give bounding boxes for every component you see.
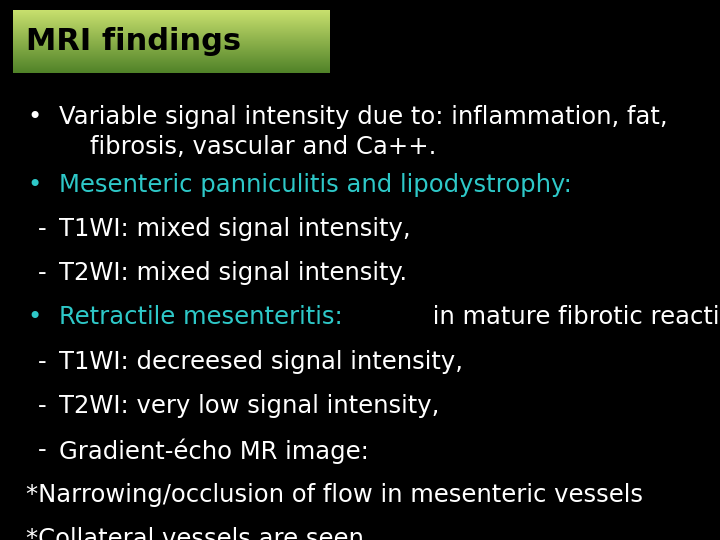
Text: -: - xyxy=(37,438,46,462)
Text: T1WI: mixed signal intensity,: T1WI: mixed signal intensity, xyxy=(59,217,410,241)
Text: *Narrowing/occlusion of flow in mesenteric vessels: *Narrowing/occlusion of flow in mesenter… xyxy=(26,483,643,507)
Text: •: • xyxy=(27,173,42,197)
Text: -: - xyxy=(37,261,46,285)
Text: -: - xyxy=(37,394,46,418)
Text: T2WI: mixed signal intensity.: T2WI: mixed signal intensity. xyxy=(59,261,408,285)
Text: Retractile mesenteritis:: Retractile mesenteritis: xyxy=(59,306,343,329)
Text: T2WI: very low signal intensity,: T2WI: very low signal intensity, xyxy=(59,394,439,418)
Text: T1WI: decreesed signal intensity,: T1WI: decreesed signal intensity, xyxy=(59,350,463,374)
Text: MRI findings: MRI findings xyxy=(26,28,241,56)
Text: Gradient-écho MR image:: Gradient-écho MR image: xyxy=(59,438,369,464)
Text: -: - xyxy=(37,217,46,241)
Text: Mesenteric panniculitis and lipodystrophy:: Mesenteric panniculitis and lipodystroph… xyxy=(59,173,572,197)
Text: Variable signal intensity due to: inflammation, fat,
    fibrosis, vascular and : Variable signal intensity due to: inflam… xyxy=(59,105,667,159)
Text: -: - xyxy=(37,350,46,374)
Text: in mature fibrotic reaction: in mature fibrotic reaction xyxy=(426,306,720,329)
Text: *Collateral vessels are seen: *Collateral vessels are seen xyxy=(26,527,364,540)
Text: •: • xyxy=(27,105,42,129)
Text: •: • xyxy=(27,306,42,329)
